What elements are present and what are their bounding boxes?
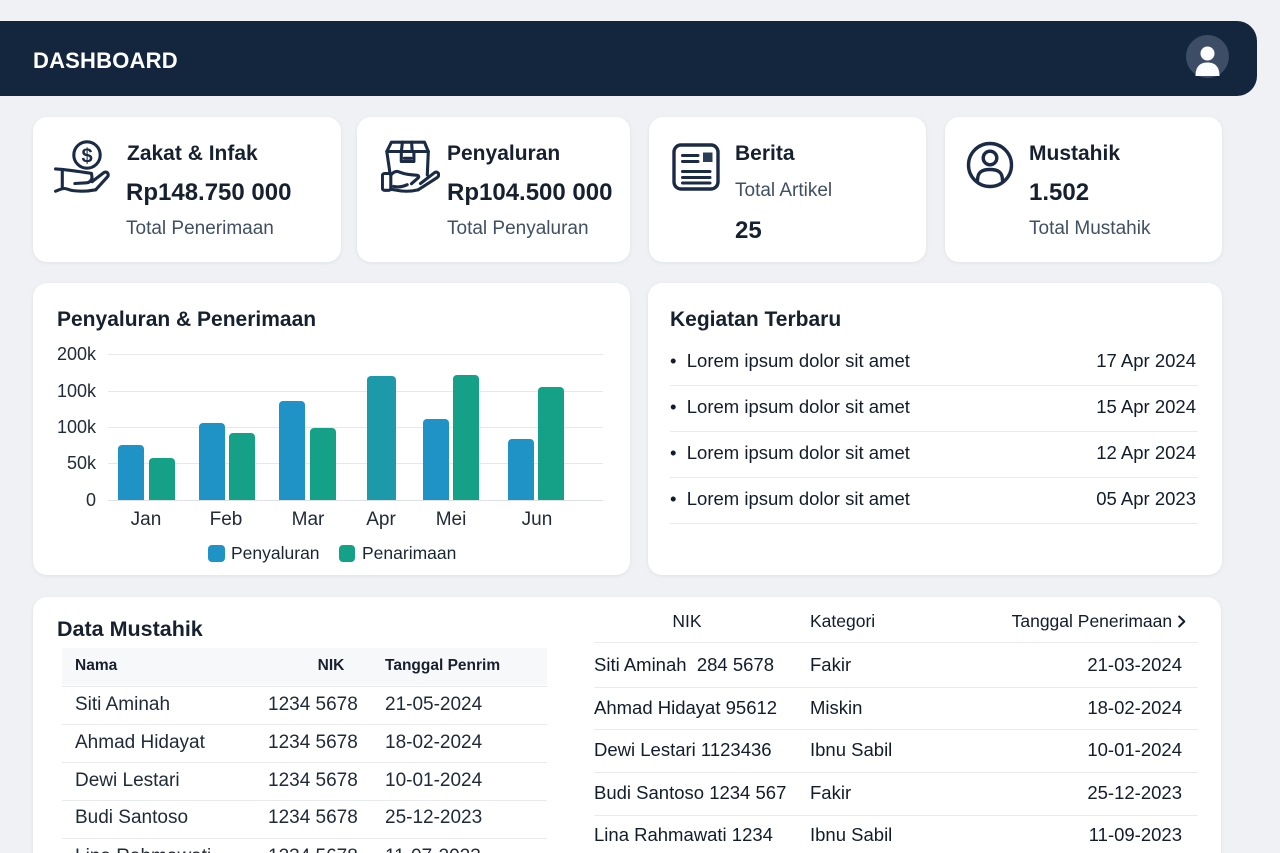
svg-text:$: $: [81, 146, 92, 168]
